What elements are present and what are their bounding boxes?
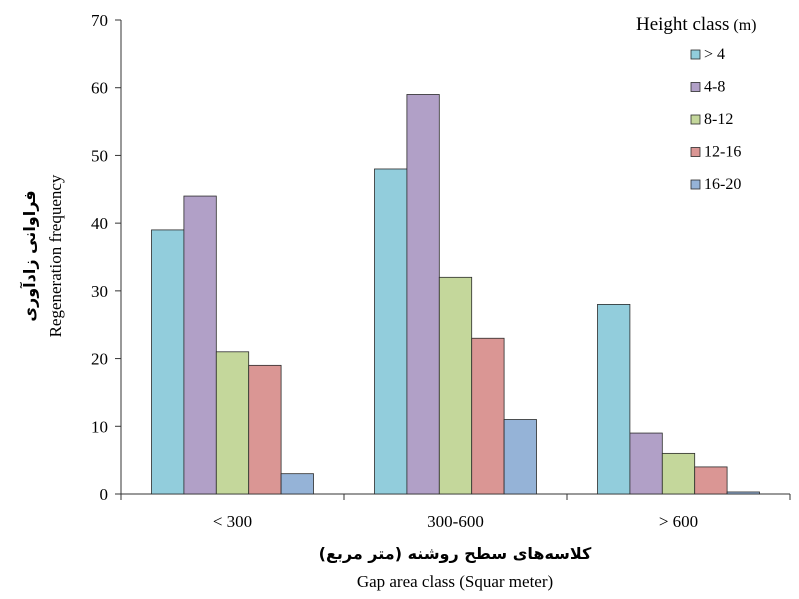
bar xyxy=(248,364,282,495)
y-tick-label: 10 xyxy=(91,417,108,436)
y-axis: 0 10 20 30 40 50 60 70 xyxy=(91,11,122,504)
x-tick-label: > 600 xyxy=(659,512,698,531)
bar xyxy=(597,303,631,495)
legend-label: 12-16 xyxy=(704,144,741,161)
legend-swatch xyxy=(690,82,701,92)
x-tick-label: < 300 xyxy=(213,512,252,531)
legend: Height class (m) > 4 4-8 8-12 12-16 16-20 xyxy=(636,14,757,193)
x-axis-title: Gap area class (Squar meter) xyxy=(357,572,553,591)
legend-label: > 4 xyxy=(704,46,725,63)
y-axis-title-persian: فراوانی زادآوری xyxy=(19,190,39,321)
bar xyxy=(503,419,537,495)
y-tick-label: 40 xyxy=(91,214,108,233)
y-tick-label: 20 xyxy=(91,350,108,369)
legend-label: 16-20 xyxy=(704,176,741,193)
bar xyxy=(726,491,760,495)
bars xyxy=(151,94,760,495)
x-axis-title-persian: کلاسه‌های سطح روشنه (متر مربع) xyxy=(319,544,592,563)
y-tick-label: 50 xyxy=(91,146,108,165)
y-tick-label: 0 xyxy=(100,485,109,504)
x-tick-label: 300-600 xyxy=(427,512,484,531)
y-axis-title: Regeneration frequency xyxy=(46,174,65,337)
bar xyxy=(629,432,663,495)
y-tick-label: 70 xyxy=(91,11,108,30)
bar xyxy=(471,337,505,495)
bar xyxy=(694,466,728,495)
y-tick-label: 30 xyxy=(91,282,108,301)
bar xyxy=(438,276,473,495)
legend-swatch xyxy=(690,114,701,125)
legend-label: 8-12 xyxy=(704,111,733,128)
legend-swatch xyxy=(690,179,701,190)
bar xyxy=(183,195,217,495)
legend-swatch xyxy=(690,147,701,157)
legend-title: Height class (m) xyxy=(636,14,757,35)
bar xyxy=(215,351,250,495)
bar xyxy=(151,229,185,495)
bar xyxy=(374,168,408,495)
y-tick-label: 60 xyxy=(91,79,108,98)
bar xyxy=(661,452,696,495)
legend-swatch xyxy=(690,49,701,60)
bar xyxy=(280,473,314,495)
bar xyxy=(406,94,440,495)
x-axis: < 300 300-600 > 600 xyxy=(120,493,791,531)
legend-label: 4-8 xyxy=(704,79,725,96)
